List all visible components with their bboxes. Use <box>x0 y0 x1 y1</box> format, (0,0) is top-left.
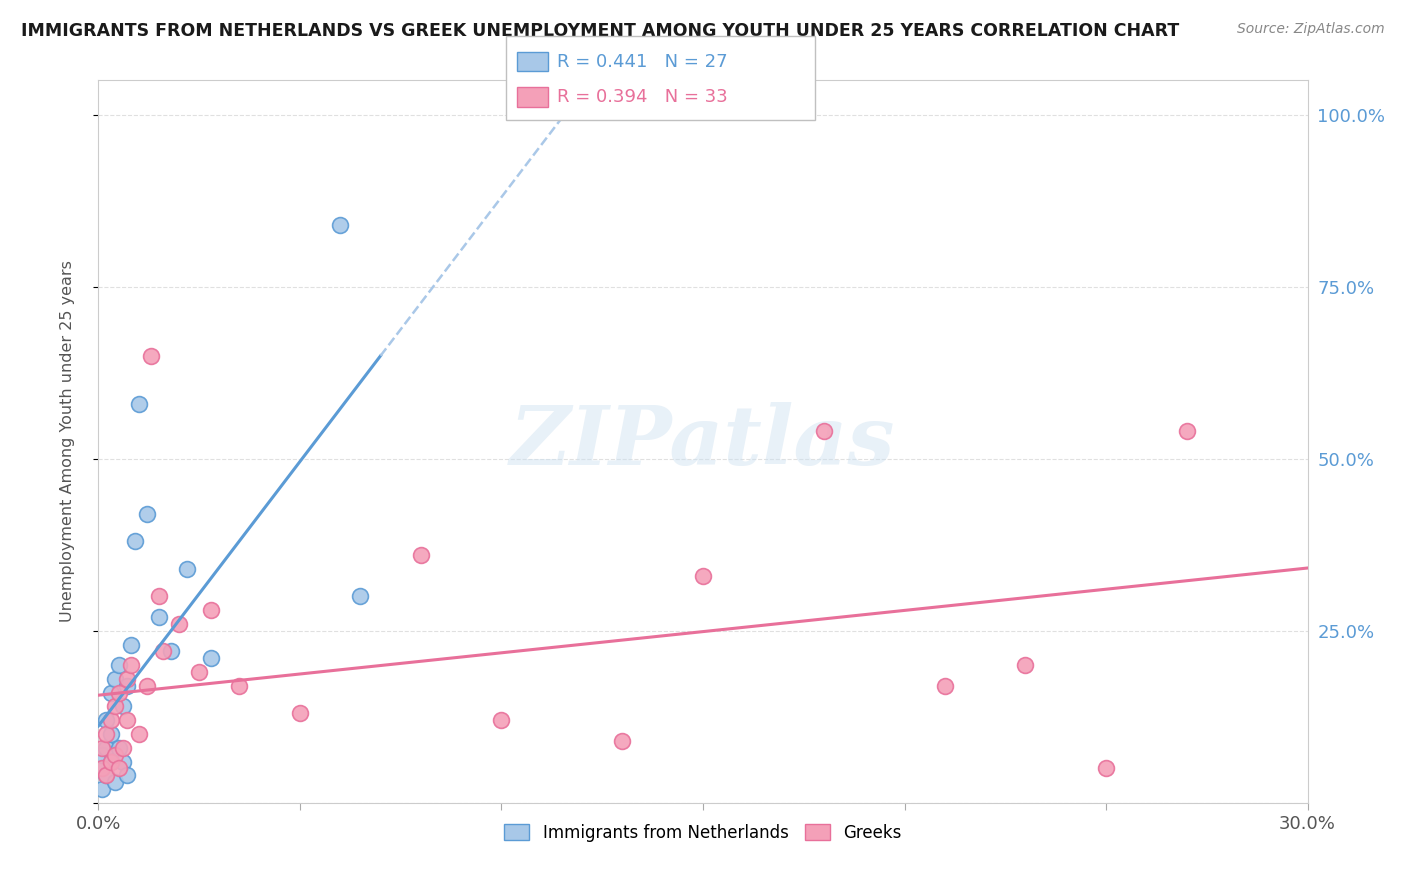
Point <box>349 590 371 604</box>
Point <box>200 603 222 617</box>
Point <box>91 782 114 797</box>
Point <box>200 651 222 665</box>
Text: R = 0.441   N = 27: R = 0.441 N = 27 <box>557 53 727 70</box>
Point <box>135 679 157 693</box>
Point <box>135 507 157 521</box>
Point <box>409 548 432 562</box>
Legend: Immigrants from Netherlands, Greeks: Immigrants from Netherlands, Greeks <box>498 817 908 848</box>
Point <box>128 397 150 411</box>
Point <box>107 740 129 755</box>
Point <box>103 672 125 686</box>
Point <box>1175 424 1198 438</box>
Point <box>176 562 198 576</box>
Point <box>1095 761 1118 775</box>
Point <box>103 775 125 789</box>
Point <box>115 679 138 693</box>
Text: ZIPatlas: ZIPatlas <box>510 401 896 482</box>
Point <box>120 638 142 652</box>
Point <box>115 713 138 727</box>
Point <box>100 713 122 727</box>
Point <box>100 755 122 769</box>
Point <box>1014 658 1036 673</box>
Y-axis label: Unemployment Among Youth under 25 years: Unemployment Among Youth under 25 years <box>60 260 75 623</box>
Point <box>100 686 122 700</box>
Point <box>111 699 134 714</box>
Point <box>111 740 134 755</box>
Point <box>148 590 170 604</box>
Point <box>96 768 118 782</box>
Point <box>96 727 118 741</box>
Point <box>160 644 183 658</box>
Point <box>188 665 211 679</box>
Point <box>91 747 114 762</box>
Text: Source: ZipAtlas.com: Source: ZipAtlas.com <box>1237 22 1385 37</box>
Point <box>100 727 122 741</box>
Point <box>96 740 118 755</box>
Point <box>813 424 835 438</box>
Point <box>103 747 125 762</box>
Point <box>491 713 513 727</box>
Point <box>107 761 129 775</box>
Text: R = 0.394   N = 33: R = 0.394 N = 33 <box>557 88 727 106</box>
Point <box>96 713 118 727</box>
Point <box>120 658 142 673</box>
Point <box>96 768 118 782</box>
Point <box>612 734 634 748</box>
Point <box>139 349 162 363</box>
Point <box>152 644 174 658</box>
Point <box>167 616 190 631</box>
Point <box>148 610 170 624</box>
Point <box>934 679 956 693</box>
Point <box>124 534 146 549</box>
Point <box>128 727 150 741</box>
Point <box>103 699 125 714</box>
Point <box>329 218 352 232</box>
Point <box>91 761 114 775</box>
Point <box>288 706 311 721</box>
Point <box>115 768 138 782</box>
Point <box>107 686 129 700</box>
Point <box>692 568 714 582</box>
Point <box>111 755 134 769</box>
Point <box>115 672 138 686</box>
Point <box>100 755 122 769</box>
Point <box>107 658 129 673</box>
Text: IMMIGRANTS FROM NETHERLANDS VS GREEK UNEMPLOYMENT AMONG YOUTH UNDER 25 YEARS COR: IMMIGRANTS FROM NETHERLANDS VS GREEK UNE… <box>21 22 1180 40</box>
Point <box>228 679 250 693</box>
Point <box>91 740 114 755</box>
Point <box>91 761 114 775</box>
